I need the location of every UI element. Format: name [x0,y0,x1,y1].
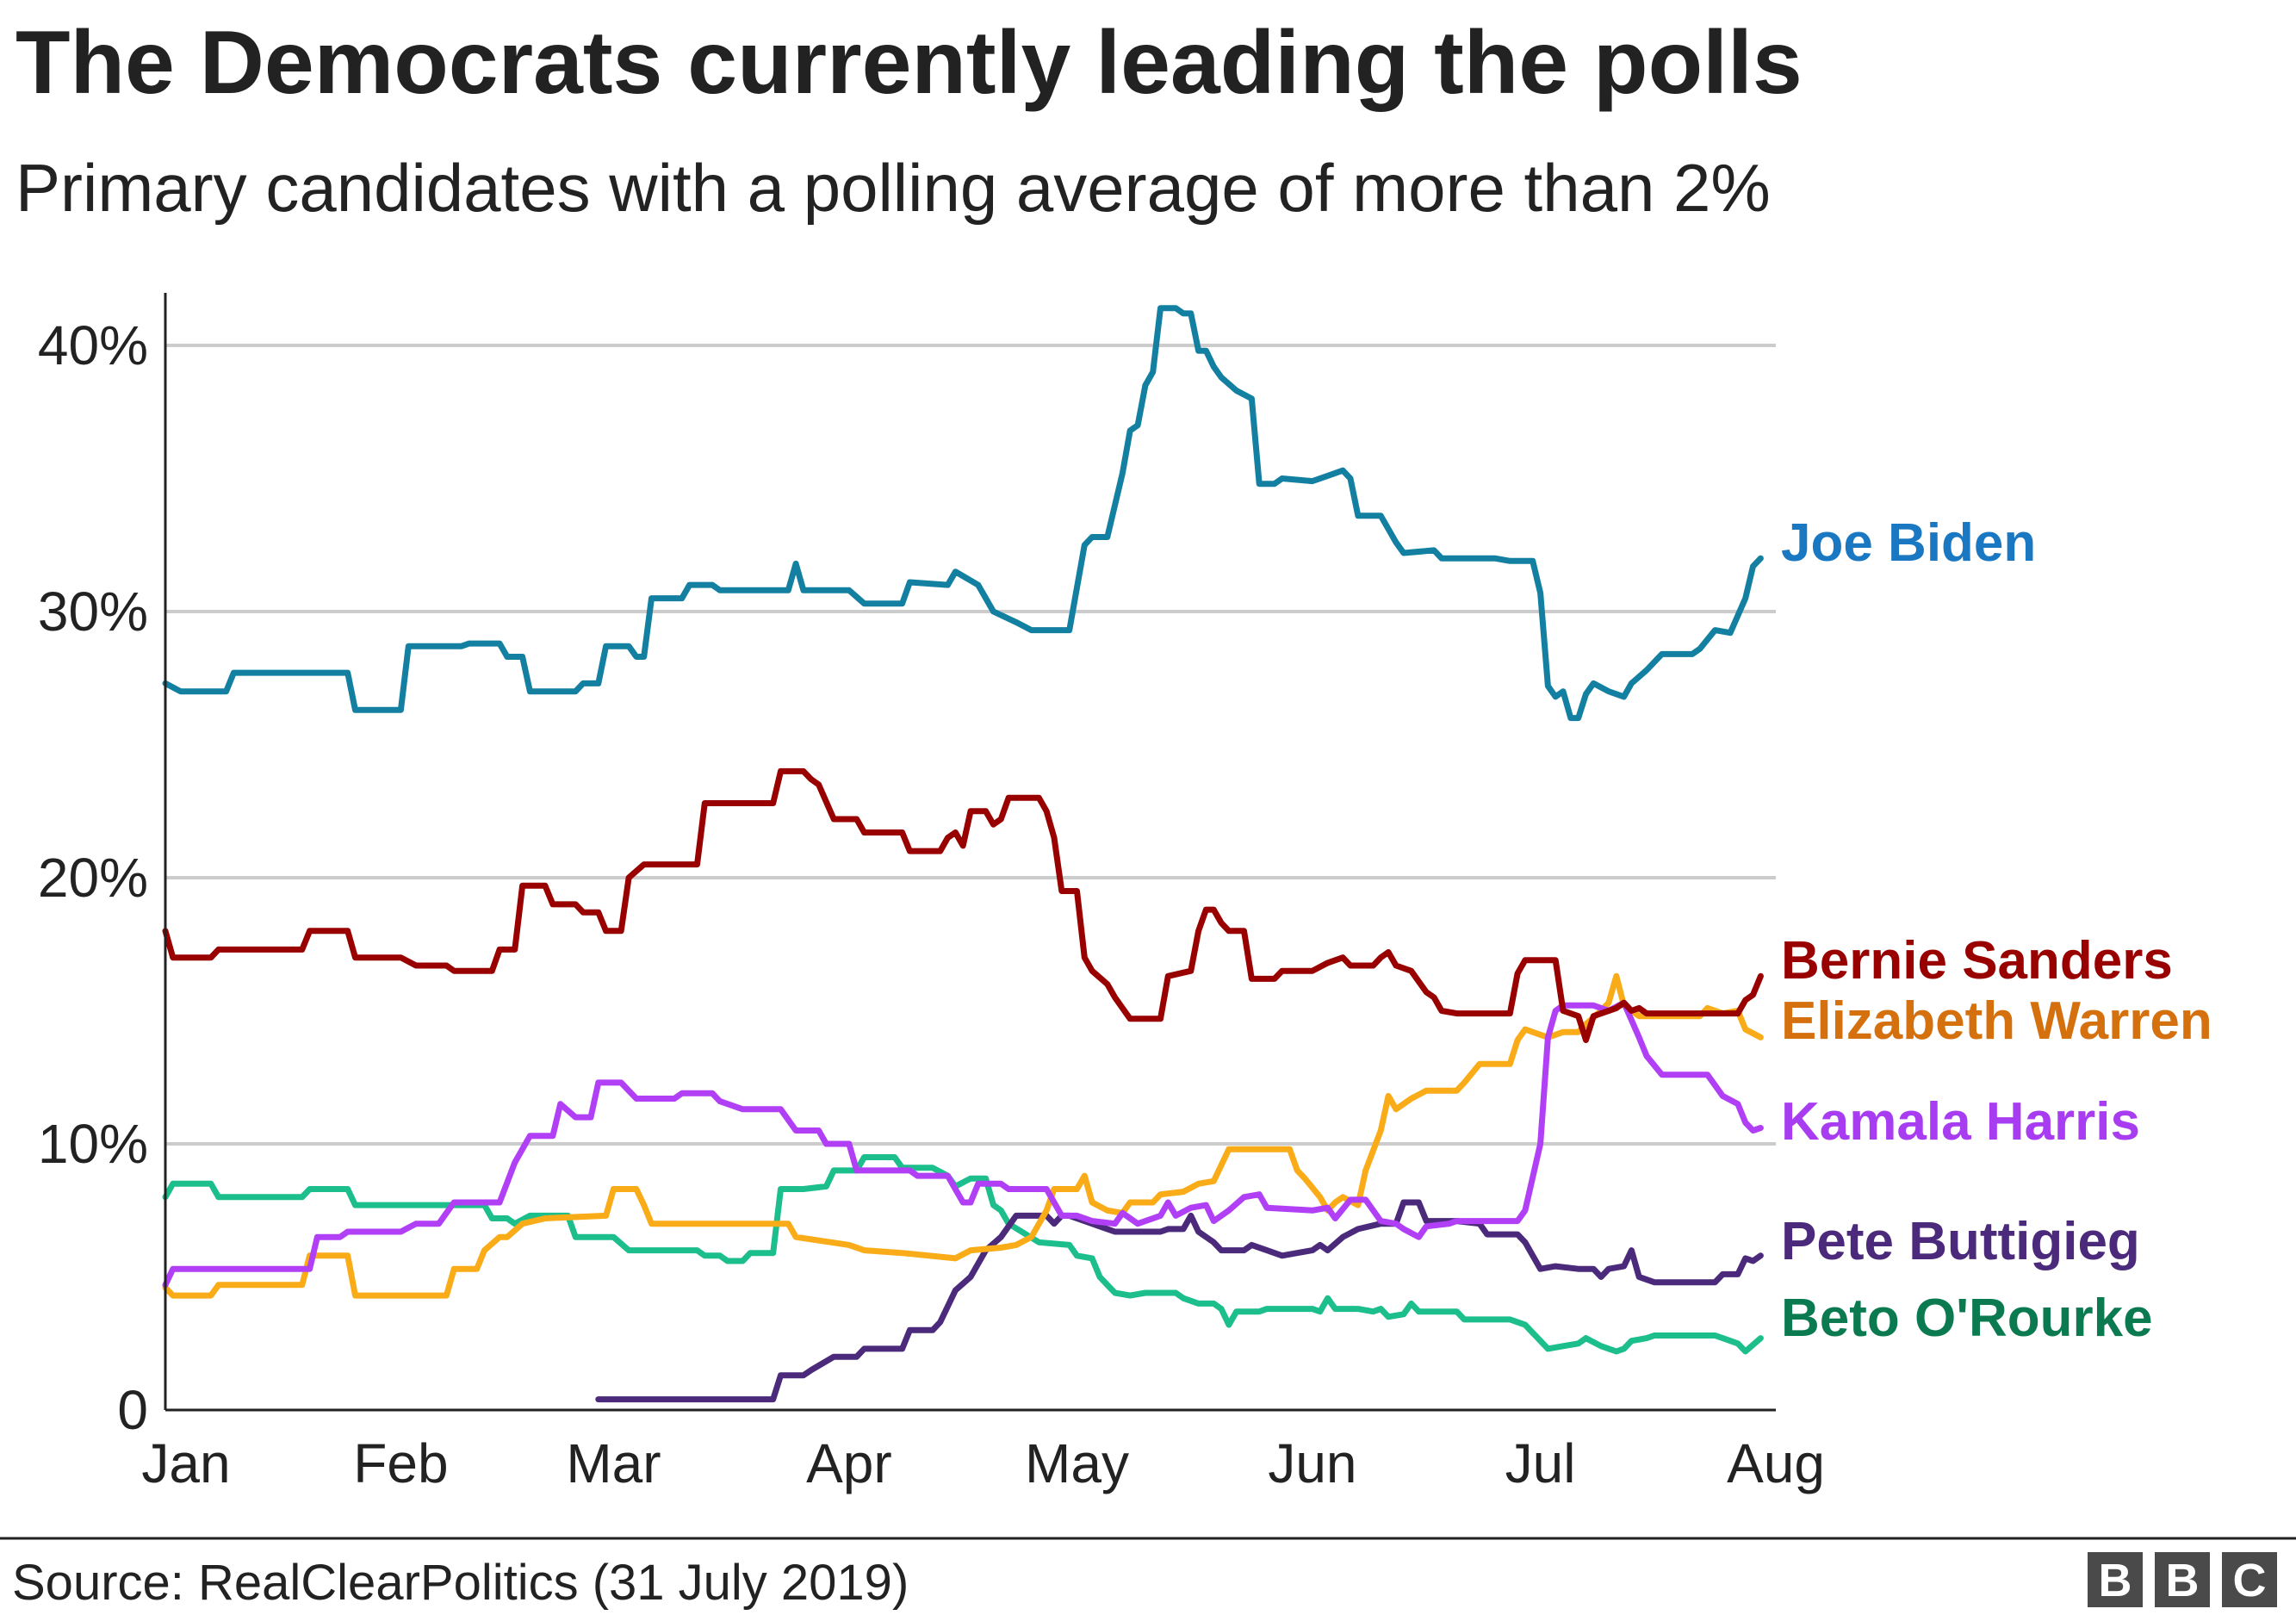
chart-title: The Democrats currently leading the poll… [16,13,1803,113]
x-tick-label: May [1025,1432,1129,1494]
svg-text:B: B [2099,1555,2132,1606]
y-tick-label: 40% [38,314,148,376]
series-line-kamala-harris [162,999,1764,1289]
x-tick-label: Feb [353,1432,448,1494]
series-line-bernie-sanders [162,767,1764,1043]
series-label: Kamala Harris [1781,1092,2140,1152]
series-line-beto-o-rourke [162,1154,1764,1355]
series-label: Bernie Sanders [1781,931,2173,991]
x-tick-label: Jun [1268,1432,1356,1494]
x-tick-label: Apr [806,1432,892,1494]
x-tick-label: Jul [1505,1432,1576,1494]
series-line-pete-buttigieg [595,1199,1764,1403]
x-tick-label: Jan [141,1432,230,1494]
chart-subtitle: Primary candidates with a polling averag… [16,150,1771,226]
x-tick-label: Aug [1727,1432,1825,1494]
x-tick-label: Mar [566,1432,661,1494]
series-label: Joe Biden [1781,513,2036,573]
series-label: Elizabeth Warren [1781,991,2212,1051]
gridlines [165,344,1776,1146]
series-lines [162,305,1764,1403]
source-note: Source: RealClearPolitics (31 July 2019) [12,1555,909,1611]
series-label: Beto O'Rourke [1781,1289,2153,1348]
y-tick-label: 0 [117,1379,148,1441]
series-line-joe-biden [162,305,1764,722]
series-line-elizabeth-warren [162,972,1764,1299]
bbc-logo: B B C [2088,1552,2277,1607]
svg-text:B: B [2166,1555,2200,1606]
y-tick-label: 30% [38,581,148,643]
y-axis-ticks: 0 10% 20% 30% 40% [38,314,148,1441]
x-axis-ticks: Jan Feb Mar Apr May Jun Jul Aug [141,1432,1825,1494]
series-label: Pete Buttigieg [1781,1212,2140,1271]
y-tick-label: 20% [38,847,148,909]
y-tick-label: 10% [38,1113,148,1175]
svg-text:C: C [2233,1555,2267,1606]
